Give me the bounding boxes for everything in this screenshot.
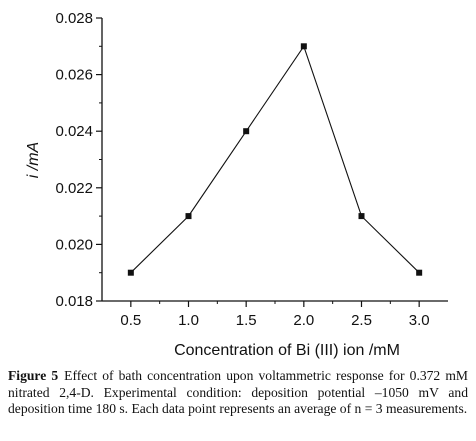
data-point [416,269,423,276]
y-tick-label: 0.020 [55,236,93,253]
series-line [130,45,420,274]
y-tick-label: 0.018 [55,293,93,310]
y-axis-title: i /mA [25,142,42,178]
chart: 0.018 0.020 0.022 0.024 0.026 0.028 0.5 1.0 1.5 2… [25,10,448,359]
y-tick-label: 0.028 [55,10,93,27]
data-point [127,269,134,276]
caption-label: Figure 5 [8,368,59,383]
data-point [358,213,365,220]
data-point [300,43,307,50]
x-tick-label: 0.5 [120,312,141,329]
x-tick-label: 2.5 [351,312,372,329]
caption-text: Effect of bath concentration upon voltam… [8,368,468,416]
x-tick-label: 1.5 [236,312,257,329]
ticks: 0.018 0.020 0.022 0.024 0.026 0.028 0.5 1.0 1.5 2… [55,10,429,329]
x-tick-label: 3.0 [409,312,430,329]
x-axis-title: Concentration of Bi (III) ion /mM [174,342,400,359]
y-tick-label: 0.024 [55,123,93,140]
figure-caption: Figure 5 Effect of bath concentration upo… [8,368,468,418]
y-tick-label: 0.022 [55,180,93,197]
data-point [243,128,250,135]
axes [101,18,448,302]
x-tick-label: 1.0 [178,312,199,329]
y-tick-label: 0.026 [55,67,93,84]
series [127,43,423,276]
x-tick-label: 2.0 [293,312,314,329]
data-point [185,213,192,220]
